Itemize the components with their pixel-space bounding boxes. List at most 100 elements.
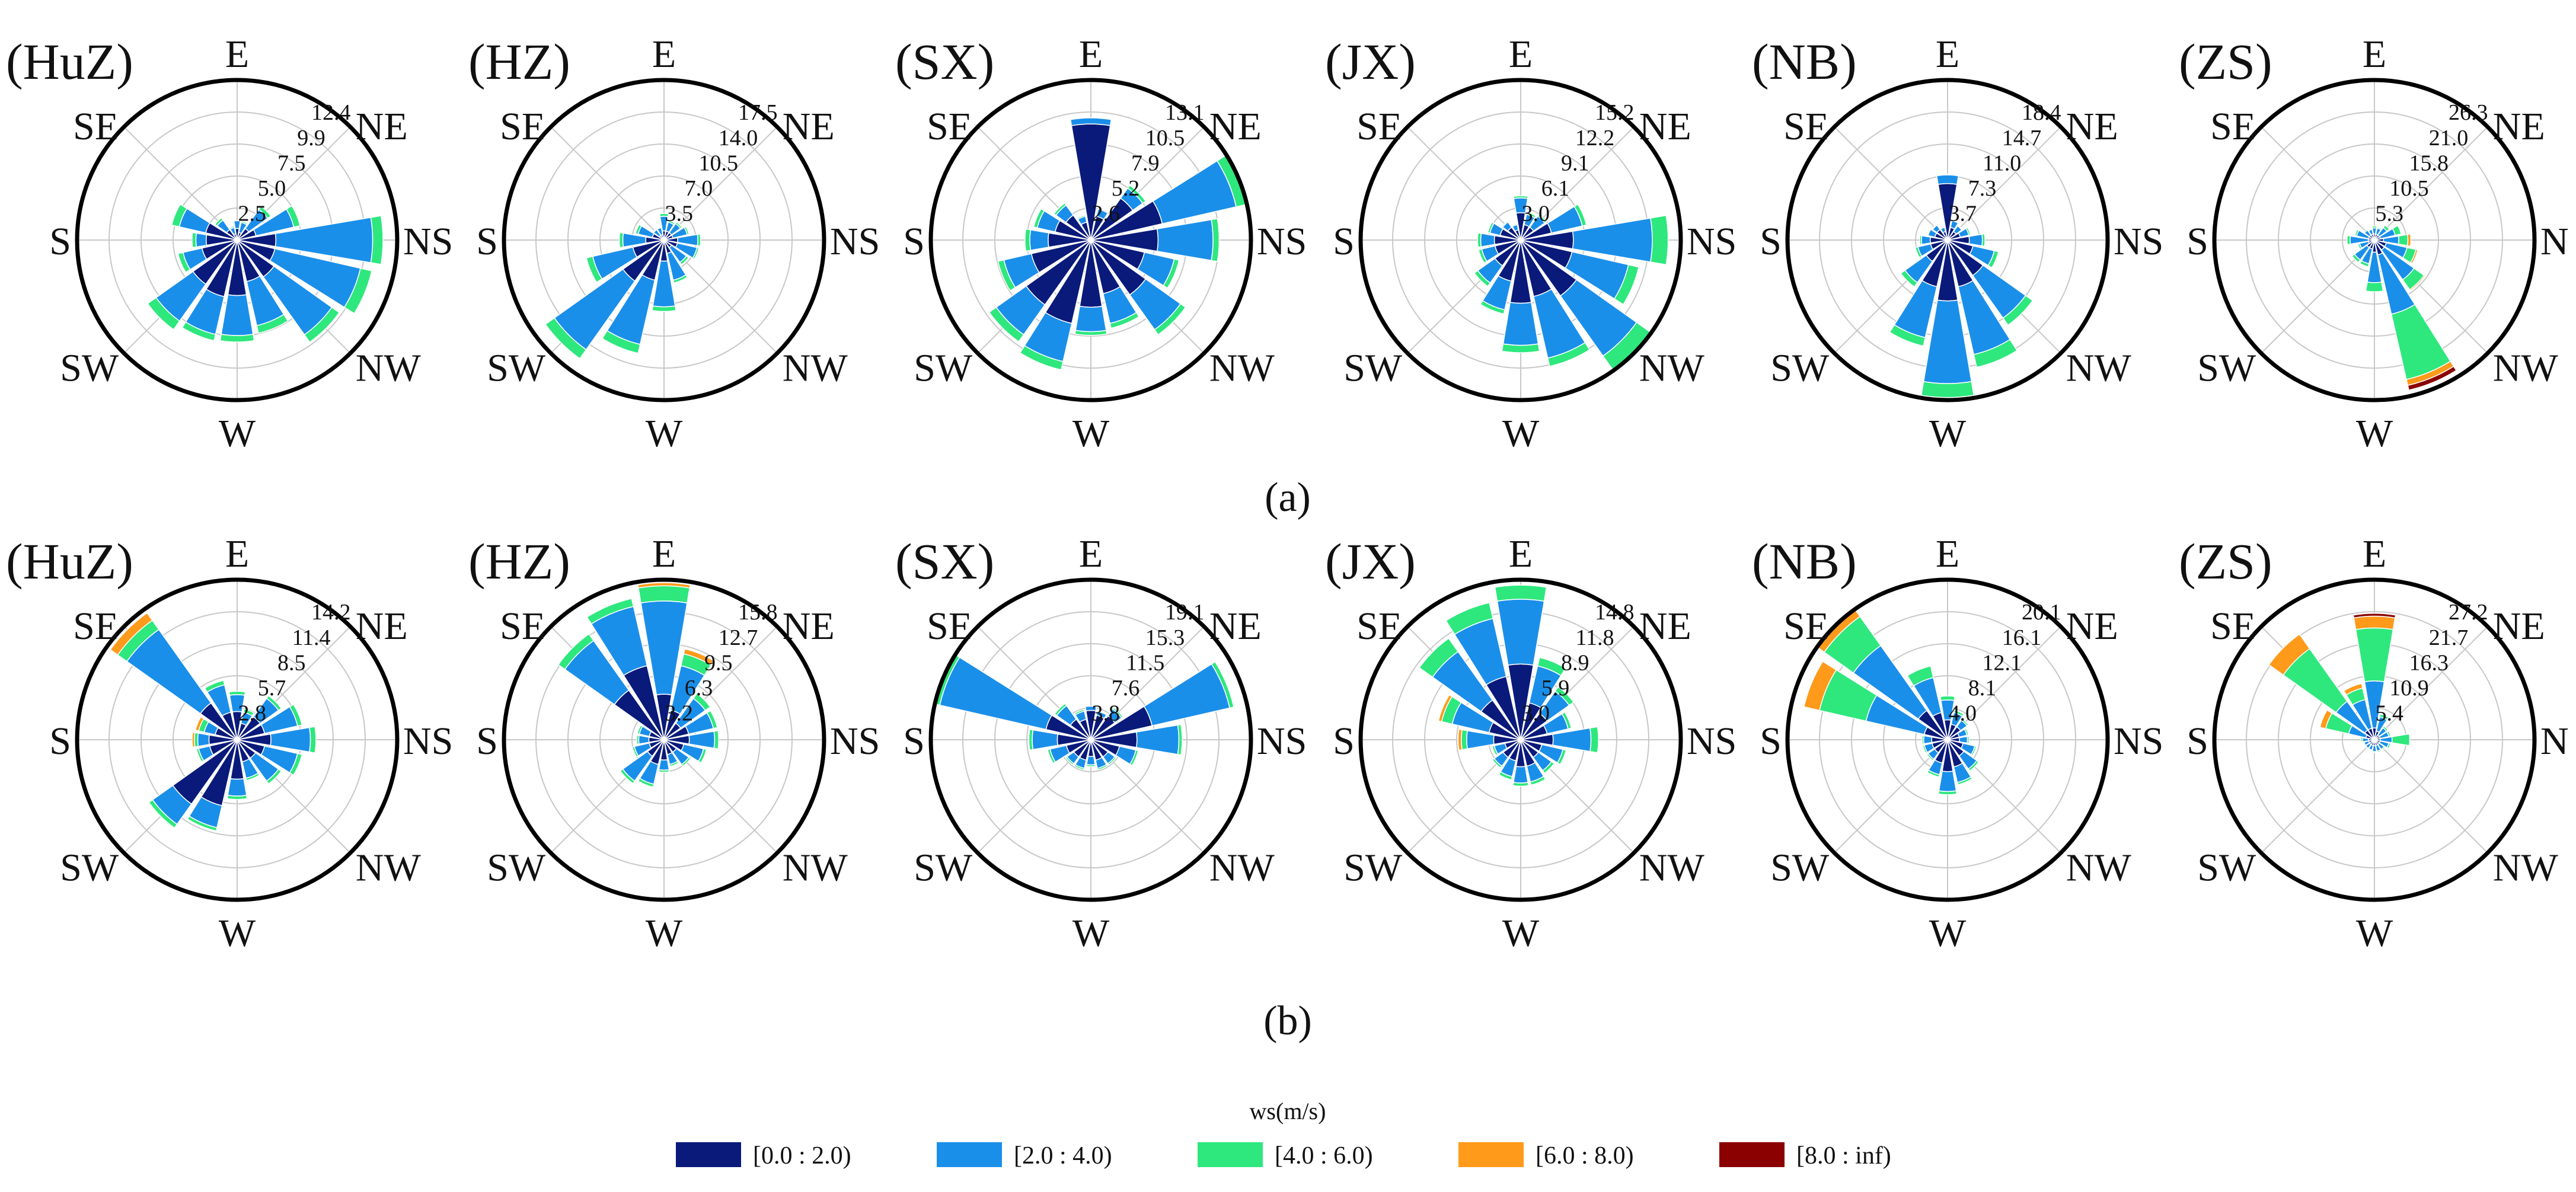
wedge bbox=[586, 255, 603, 283]
wedge bbox=[1074, 763, 1085, 771]
compass-label-right: NS bbox=[403, 720, 453, 763]
wedge bbox=[1445, 602, 1494, 635]
station-label: (ZS) bbox=[2179, 33, 2272, 90]
compass-label-bottom-left: SW bbox=[1770, 846, 1830, 890]
wedge bbox=[1438, 694, 1453, 723]
compass-label-bottom: W bbox=[2356, 912, 2393, 955]
compass-label-right: NS bbox=[830, 220, 880, 263]
compass-label-bottom-left: SW bbox=[1343, 846, 1403, 890]
compass-label-top-right: NE bbox=[1639, 605, 1691, 648]
compass-label-right: NS bbox=[1257, 720, 1307, 763]
wedge bbox=[1054, 702, 1068, 717]
wedge bbox=[228, 691, 246, 696]
wedge bbox=[1926, 228, 1932, 237]
wedge bbox=[1965, 226, 1971, 236]
wedge bbox=[652, 305, 676, 312]
wedge bbox=[1951, 219, 1959, 224]
wedge bbox=[1561, 711, 1572, 730]
station-label: (NB) bbox=[1752, 533, 1857, 590]
compass-label-top-left: SE bbox=[1356, 105, 1402, 148]
wedge bbox=[1554, 686, 1575, 706]
frame-ring bbox=[75, 577, 400, 902]
radial-tick-label: 12.7 bbox=[719, 625, 758, 650]
wedge bbox=[229, 225, 235, 230]
wedge bbox=[1968, 234, 1983, 247]
compass-label-left: S bbox=[2186, 220, 2208, 263]
wedge bbox=[1053, 202, 1067, 216]
wedge bbox=[1959, 736, 1968, 744]
wedge bbox=[1936, 173, 1959, 177]
compass-label-top: E bbox=[652, 532, 676, 576]
wedge bbox=[1889, 324, 1926, 347]
wedge bbox=[181, 321, 216, 341]
compass-label-top-right: NE bbox=[783, 105, 835, 148]
wedge bbox=[1931, 223, 1938, 231]
wedge bbox=[1613, 264, 1639, 305]
compass-label-top-left: SE bbox=[1356, 605, 1402, 648]
wedge bbox=[1211, 218, 1220, 262]
wedge bbox=[1937, 790, 1958, 795]
compass-label-left: S bbox=[49, 220, 71, 263]
station-label: (ZS) bbox=[2179, 533, 2272, 590]
wedge bbox=[1537, 213, 1547, 224]
wedge bbox=[1473, 270, 1491, 287]
station-label: (JX) bbox=[1325, 533, 1416, 590]
legend-label: [0.0 : 2.0) bbox=[753, 1142, 851, 1169]
wedge bbox=[692, 692, 711, 711]
grid-spoke bbox=[1947, 626, 2061, 740]
wedge bbox=[1530, 775, 1546, 786]
wedge bbox=[1096, 710, 1107, 720]
wedge bbox=[1556, 749, 1567, 765]
compass-label-top: E bbox=[225, 33, 249, 76]
wedge bbox=[1028, 728, 1034, 751]
wedge bbox=[1914, 246, 1923, 258]
wedge bbox=[1573, 203, 1587, 227]
wedge bbox=[1076, 214, 1086, 220]
wedge bbox=[2002, 295, 2034, 326]
grid-spoke bbox=[2261, 126, 2375, 241]
wedge bbox=[1033, 208, 1045, 229]
wedge bbox=[195, 232, 208, 248]
wedge bbox=[258, 206, 272, 219]
wedge bbox=[2376, 749, 2382, 753]
radial-tick-label: 17.5 bbox=[738, 100, 778, 125]
compass-label-top-left: SE bbox=[1783, 605, 1829, 648]
wedge bbox=[658, 769, 670, 773]
radial-tick-label: 7.0 bbox=[685, 176, 713, 201]
wedge bbox=[2367, 228, 2373, 232]
wedge bbox=[343, 267, 372, 314]
wedge bbox=[631, 746, 639, 758]
compass-label-top-right: NE bbox=[783, 605, 835, 648]
wedge bbox=[1032, 729, 1059, 750]
wedge bbox=[194, 716, 205, 731]
wedge bbox=[1973, 338, 2018, 368]
legend-swatch bbox=[1719, 1142, 1785, 1167]
compass-label-right: NS bbox=[2114, 720, 2163, 763]
compass-label-left: S bbox=[2186, 720, 2208, 763]
wedge bbox=[637, 582, 691, 589]
legend-title: ws(m/s) bbox=[1250, 1098, 1326, 1124]
wedge bbox=[638, 735, 650, 744]
wedge bbox=[309, 726, 317, 754]
radial-tick-label: 3.5 bbox=[665, 201, 693, 226]
compass-label-right: NS bbox=[1257, 220, 1307, 263]
compass-label-bottom: W bbox=[219, 912, 256, 955]
radial-tick-label: 5.3 bbox=[2375, 201, 2403, 226]
compass-label-top: E bbox=[225, 532, 249, 576]
wedge bbox=[1097, 763, 1108, 771]
compass-label-right: N bbox=[2540, 220, 2569, 263]
compass-label-bottom: W bbox=[1502, 412, 1540, 455]
wedge bbox=[1967, 736, 1970, 744]
radial-tick-label: 4.0 bbox=[1948, 701, 1977, 726]
frame-ring bbox=[928, 577, 1253, 902]
wedge bbox=[1541, 760, 1555, 774]
wedge bbox=[1477, 232, 1482, 248]
radial-tick-label: 27.2 bbox=[2449, 600, 2488, 625]
legend-swatch bbox=[937, 1142, 1002, 1167]
wedge bbox=[226, 794, 248, 800]
wedge bbox=[1511, 223, 1518, 228]
wedge bbox=[1107, 756, 1117, 766]
frame-ring bbox=[502, 577, 826, 902]
wedge bbox=[672, 274, 688, 284]
